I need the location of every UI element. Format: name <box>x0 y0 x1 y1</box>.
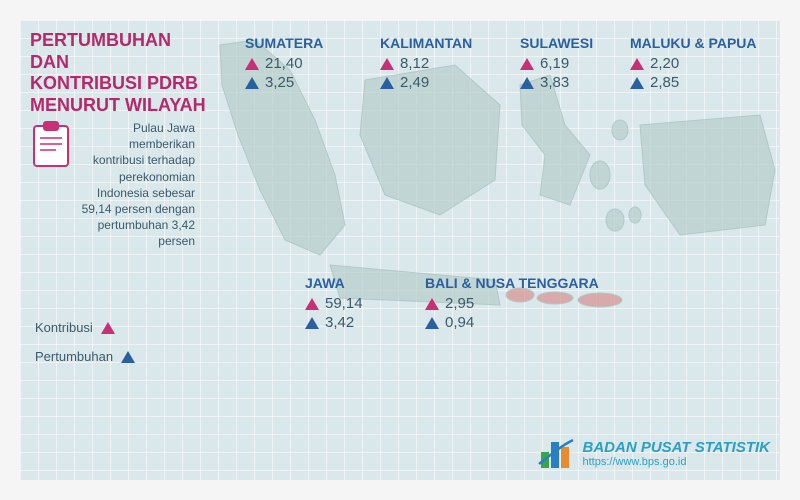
triangle-blue-icon <box>121 351 135 363</box>
triangle-pink-icon <box>380 58 394 70</box>
region-name: BALI & NUSA TENGGARA <box>425 275 599 291</box>
triangle-pink-icon <box>630 58 644 70</box>
kontribusi-row: 59,14 <box>305 295 363 312</box>
kontribusi-row: 21,40 <box>245 55 323 72</box>
clipboard-icon <box>30 120 72 168</box>
kontribusi-row: 2,95 <box>425 295 599 312</box>
region-name: KALIMANTAN <box>380 35 472 51</box>
region-jawa: JAWA 59,14 3,42 <box>305 275 363 333</box>
triangle-blue-icon <box>630 77 644 89</box>
triangle-blue-icon <box>520 77 534 89</box>
pertumbuhan-row: 2,49 <box>380 74 472 91</box>
title-line-3: MENURUT WILAYAH <box>30 95 210 117</box>
region-name: SUMATERA <box>245 35 323 51</box>
region-kalimantan: KALIMANTAN 8,12 2,49 <box>380 35 472 93</box>
main-title: PERTUMBUHAN DAN KONTRIBUSI PDRB MENURUT … <box>30 30 210 116</box>
pertumbuhan-value: 0,94 <box>445 314 474 331</box>
pertumbuhan-row: 3,42 <box>305 314 363 331</box>
triangle-blue-icon <box>425 317 439 329</box>
kontribusi-row: 8,12 <box>380 55 472 72</box>
kontribusi-value: 21,40 <box>265 55 303 72</box>
triangle-pink-icon <box>305 298 319 310</box>
legend-kontribusi-label: Kontribusi <box>35 320 93 335</box>
footer-logo: BADAN PUSAT STATISTIK https://www.bps.go… <box>537 434 771 472</box>
region-sulawesi: SULAWESI 6,19 3,83 <box>520 35 593 93</box>
region-bali-nt: BALI & NUSA TENGGARA 2,95 0,94 <box>425 275 599 333</box>
triangle-blue-icon <box>245 77 259 89</box>
kontribusi-value: 8,12 <box>400 55 429 72</box>
kontribusi-value: 2,20 <box>650 55 679 72</box>
triangle-blue-icon <box>380 77 394 89</box>
pertumbuhan-row: 2,85 <box>630 74 757 91</box>
kontribusi-value: 2,95 <box>445 295 474 312</box>
triangle-blue-icon <box>305 317 319 329</box>
region-maluku-papua: MALUKU & PAPUA 2,20 2,85 <box>630 35 757 93</box>
footer-url: https://www.bps.go.id <box>583 456 771 468</box>
legend-pertumbuhan: Pertumbuhan <box>35 349 135 364</box>
pertumbuhan-row: 3,25 <box>245 74 323 91</box>
pertumbuhan-value: 3,42 <box>325 314 354 331</box>
triangle-pink-icon <box>520 58 534 70</box>
infographic-frame: PERTUMBUHAN DAN KONTRIBUSI PDRB MENURUT … <box>0 0 800 500</box>
pertumbuhan-row: 0,94 <box>425 314 599 331</box>
legend: Kontribusi Pertumbuhan <box>35 320 135 378</box>
kontribusi-value: 6,19 <box>540 55 569 72</box>
pertumbuhan-value: 2,85 <box>650 74 679 91</box>
pertumbuhan-value: 3,83 <box>540 74 569 91</box>
region-sumatera: SUMATERA 21,40 3,25 <box>245 35 323 93</box>
region-name: SULAWESI <box>520 35 593 51</box>
legend-kontribusi: Kontribusi <box>35 320 135 335</box>
triangle-pink-icon <box>245 58 259 70</box>
description-text: Pulau Jawa memberikan kontribusi terhada… <box>80 120 195 250</box>
legend-pertumbuhan-label: Pertumbuhan <box>35 349 113 364</box>
kontribusi-row: 6,19 <box>520 55 593 72</box>
pertumbuhan-value: 3,25 <box>265 74 294 91</box>
triangle-pink-icon <box>425 298 439 310</box>
region-name: JAWA <box>305 275 363 291</box>
kontribusi-row: 2,20 <box>630 55 757 72</box>
title-line-2: KONTRIBUSI PDRB <box>30 73 210 95</box>
pertumbuhan-row: 3,83 <box>520 74 593 91</box>
region-name: MALUKU & PAPUA <box>630 35 757 51</box>
bps-logo-icon <box>537 434 575 472</box>
title-line-1: PERTUMBUHAN DAN <box>30 30 210 73</box>
triangle-pink-icon <box>101 322 115 334</box>
footer-org: BADAN PUSAT STATISTIK <box>583 439 771 456</box>
pertumbuhan-value: 2,49 <box>400 74 429 91</box>
footer-text: BADAN PUSAT STATISTIK https://www.bps.go… <box>583 439 771 468</box>
kontribusi-value: 59,14 <box>325 295 363 312</box>
